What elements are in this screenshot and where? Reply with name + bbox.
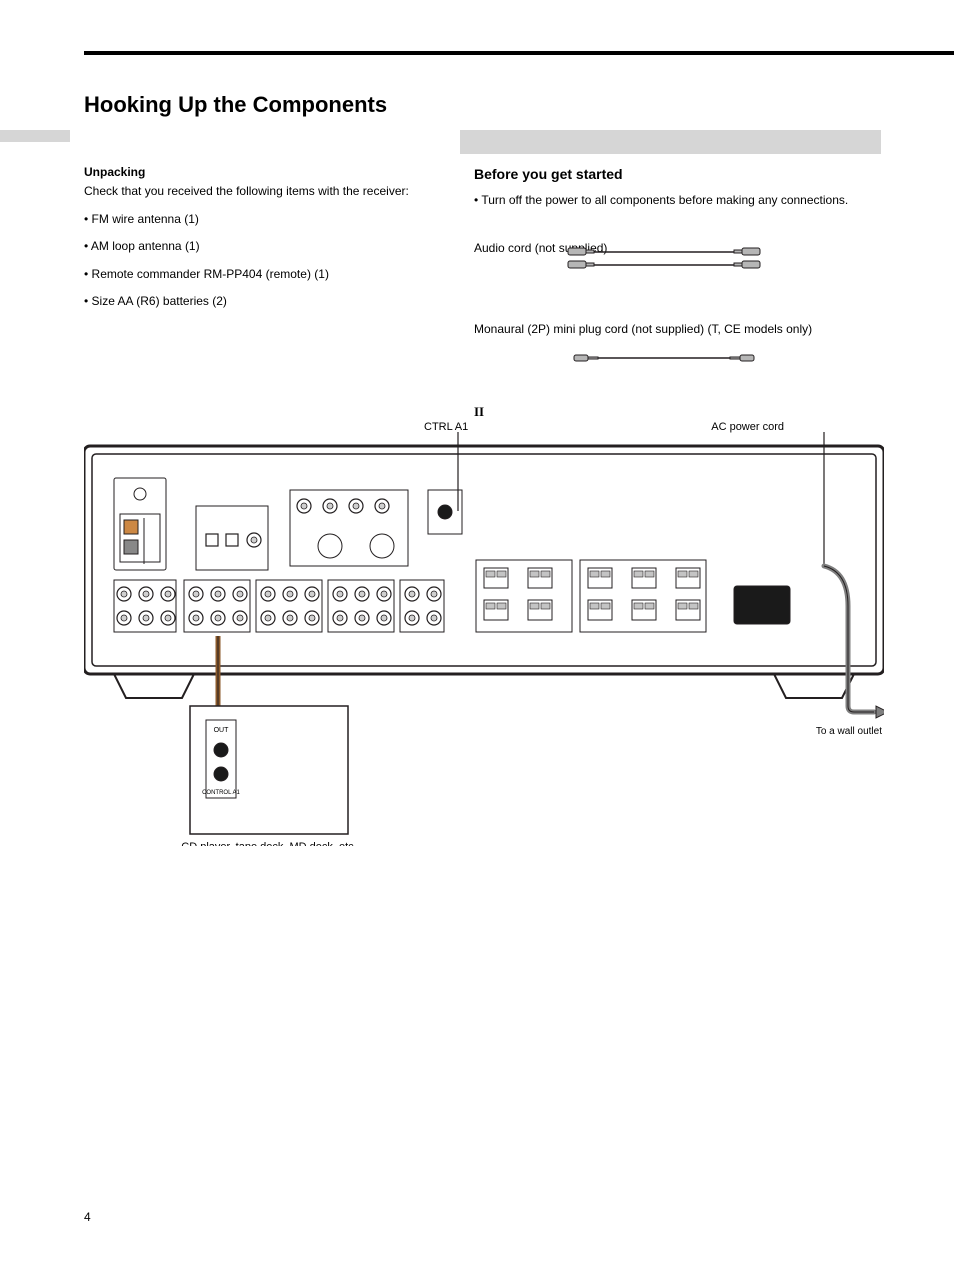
bullet-1: • FM wire antenna (1) — [84, 211, 444, 228]
audio-cord-icon — [564, 244, 764, 274]
bullet-2: • AM loop antenna (1) — [84, 238, 444, 255]
inset-ctrl-label: CONTROL A1 — [202, 790, 240, 796]
cord2-caption: Monaural (2P) mini plug cord (not suppli… — [474, 322, 874, 338]
heading-unpacking: Unpacking — [84, 164, 444, 181]
left-column: Unpacking Check that you received the fo… — [84, 164, 444, 320]
page-title: Hooking Up the Components — [84, 92, 387, 118]
mono-cord-icon — [564, 344, 764, 374]
unpack-intro: Check that you received the following it… — [84, 183, 444, 200]
inset-box: OUT CONTROL A1 — [190, 706, 348, 834]
inset-out-label: OUT — [214, 727, 230, 734]
bullet-3: • Remote commander RM-PP404 (remote) (1) — [84, 266, 444, 283]
label-ac: AC power cord — [711, 421, 784, 433]
side-tab — [0, 130, 70, 142]
top-rule — [84, 51, 954, 55]
bullet-4: • Size AA (R6) batteries (2) — [84, 293, 444, 310]
right-para1: • Turn off the power to all components b… — [474, 192, 874, 209]
rear-panel-diagram: II CTRL A1 AC power cord — [84, 406, 884, 846]
label-ctrl: CTRL A1 — [424, 421, 468, 433]
page-number: 4 — [84, 1210, 91, 1224]
label-wall: To a wall outlet — [816, 726, 882, 737]
inset-caption: CD player, tape deck, MD deck, etc. — [181, 841, 356, 846]
section-heading: Before you get started — [474, 164, 874, 184]
label-ii: II — [474, 406, 484, 419]
title-shade — [460, 130, 881, 154]
